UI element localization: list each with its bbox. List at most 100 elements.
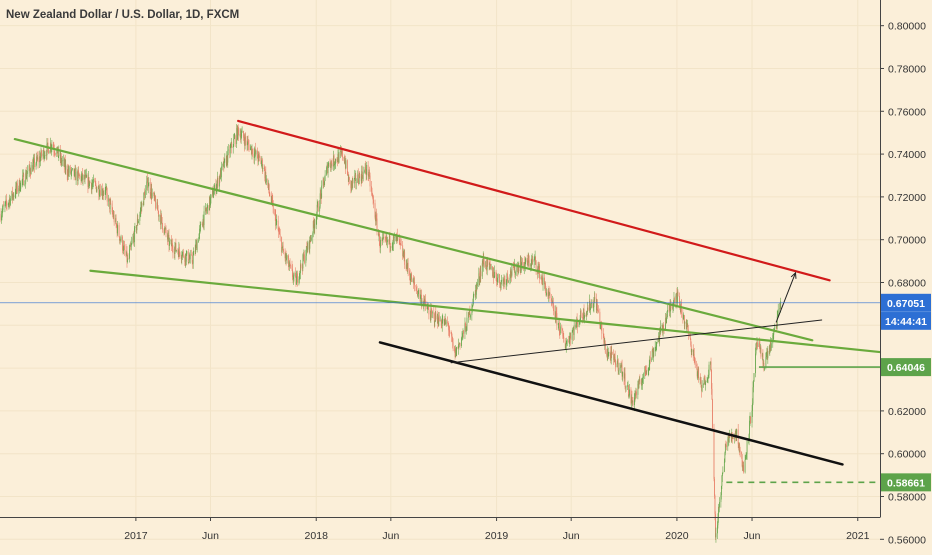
bar-countdown-label: 14:44:41 — [885, 316, 927, 328]
candle-body — [173, 249, 174, 253]
candle-body — [401, 244, 402, 245]
candle-body — [57, 147, 58, 157]
candle-body — [663, 325, 664, 328]
y-tick-label: 0.70000 — [888, 235, 926, 247]
candle-body — [446, 322, 447, 324]
candle-body — [577, 321, 578, 327]
candle-body — [159, 215, 160, 216]
candle-body — [638, 381, 639, 388]
candle-body — [93, 179, 94, 183]
candle-body — [7, 203, 8, 205]
candle-body — [387, 240, 388, 242]
candle-body — [266, 179, 267, 183]
candle-body — [128, 258, 129, 259]
y-tick-label: 0.76000 — [888, 106, 926, 118]
candle-body — [259, 155, 260, 157]
candle-body — [290, 265, 291, 266]
candle-body — [109, 198, 110, 199]
candle-body — [525, 258, 526, 262]
candle-body — [601, 324, 602, 333]
candle-body — [146, 182, 147, 190]
candle-body — [617, 364, 618, 368]
candle-body — [501, 280, 502, 282]
candle-body — [370, 176, 371, 187]
candle-body — [86, 175, 87, 178]
candle-body — [190, 254, 191, 259]
candle-body — [404, 252, 405, 265]
candle-body — [27, 174, 28, 176]
candle-body — [733, 437, 734, 439]
candle-body — [51, 144, 52, 147]
x-tick-label: Jun — [382, 530, 399, 542]
y-tick-label: 0.62000 — [888, 406, 926, 418]
candle-body — [625, 373, 626, 386]
candle-body — [145, 190, 146, 198]
x-tick-label: Jun — [202, 530, 219, 542]
candle-body — [124, 245, 125, 250]
level-064046-label: 0.64046 — [887, 362, 925, 374]
candle-body — [100, 190, 101, 195]
candle-body — [653, 352, 654, 357]
candle-body — [773, 331, 774, 334]
candle-body — [591, 303, 592, 304]
candle-body — [228, 150, 229, 151]
candle-body — [283, 250, 284, 252]
candle-body — [368, 165, 369, 175]
candle-body — [301, 264, 302, 268]
candle-body — [711, 362, 712, 370]
candle-body — [233, 139, 234, 146]
candle-body — [570, 335, 571, 339]
candle-body — [743, 465, 744, 472]
candle-body — [716, 533, 717, 537]
candle-body — [363, 172, 364, 179]
candle-body — [415, 285, 416, 287]
candle-body — [629, 389, 630, 395]
candle-body — [581, 311, 582, 318]
candle-body — [221, 166, 222, 177]
candle-body — [342, 151, 343, 158]
candle-body — [38, 157, 39, 162]
candle-body — [90, 182, 91, 183]
candle-body — [400, 240, 401, 243]
candle-body — [83, 175, 84, 180]
candle-body — [453, 342, 454, 346]
candle-body — [166, 228, 167, 233]
candle-body — [200, 224, 201, 226]
candle-body — [176, 243, 177, 250]
candle-body — [505, 279, 506, 285]
candle-body — [328, 163, 329, 166]
candle-body — [456, 347, 457, 356]
candle-body — [428, 310, 429, 315]
candle-body — [211, 195, 212, 199]
candle-body — [778, 309, 779, 315]
candle-body — [741, 452, 742, 454]
candle-body — [306, 246, 307, 255]
candle-body — [460, 343, 461, 346]
candle-body — [657, 342, 658, 343]
candle-body — [736, 429, 737, 434]
candle-body — [473, 294, 474, 296]
candle-body — [62, 160, 63, 161]
candle-body — [522, 258, 523, 264]
candle-body — [418, 290, 419, 294]
candle-body — [321, 186, 322, 198]
candle-body — [719, 502, 720, 507]
candle-body — [439, 315, 440, 321]
candle-body — [359, 174, 360, 176]
candle-body — [543, 278, 544, 285]
candle-body — [238, 129, 239, 136]
y-tick-label: 0.74000 — [888, 149, 926, 161]
candle-body — [136, 225, 137, 230]
candle-body — [34, 159, 35, 167]
candle-body — [714, 479, 715, 496]
candle-body — [643, 374, 644, 378]
candle-body — [332, 163, 333, 166]
candle-body — [750, 417, 751, 423]
candle-body — [377, 219, 378, 231]
candle-body — [224, 159, 225, 160]
candle-body — [356, 182, 357, 183]
candle-body — [595, 297, 596, 298]
candle-body — [622, 372, 623, 376]
